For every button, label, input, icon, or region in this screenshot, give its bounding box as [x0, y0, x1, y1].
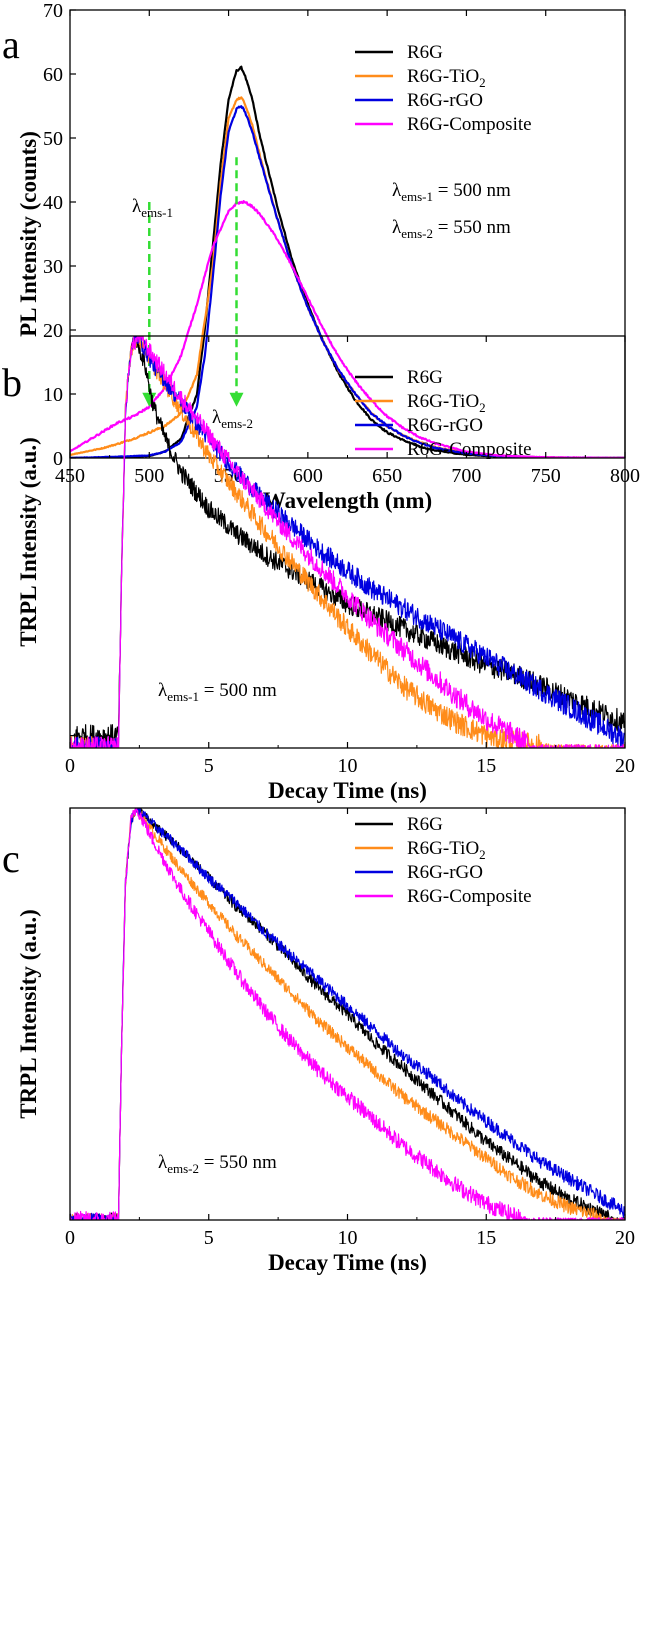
plot-frame: [69, 9, 626, 459]
y-axis-label: TRPL Intensity (a.u.): [16, 437, 41, 647]
legend-entry-label: R6G-Composite: [407, 114, 532, 135]
x-tick-label: 650: [372, 465, 402, 487]
x-tick-label: 0: [65, 755, 75, 777]
series-line-r6g-tio2: [70, 808, 625, 1220]
panel-label-a: a: [2, 22, 20, 67]
y-axis-label: PL Intensity (counts): [16, 131, 41, 337]
series-line-r6g-composite: [70, 200, 625, 458]
panel-label-c: c: [2, 836, 20, 881]
series-line-r6g-composite: [70, 336, 625, 748]
y-tick-label: 20: [43, 320, 63, 342]
annotations: λems-1 λems-2 λems-1 = 500 nm λems-2 = 550 …: [132, 157, 511, 431]
legend-entry-label: R6G-Composite: [407, 886, 532, 907]
excitation-annotation: λems-2 = 550 nm: [158, 1152, 277, 1176]
x-axis-label: Decay Time (ns): [268, 778, 427, 803]
x-tick-label: 15: [476, 755, 496, 777]
series-line-r6g-rgo: [70, 808, 625, 1220]
lambda-ems-1-marker: λems-1: [132, 196, 173, 220]
legend-entry-label: R6G-rGO: [407, 415, 483, 436]
x-tick-label: 15: [476, 1227, 496, 1249]
series-line-r6g-composite: [70, 808, 625, 1220]
lambda-ems-1-value: λems-1 = 500 nm: [392, 180, 511, 204]
x-tick-label: 0: [65, 1227, 75, 1249]
legend-entry-label: R6G-TiO2: [407, 391, 486, 415]
series-group: [70, 65, 625, 458]
series-group: [70, 336, 625, 748]
y-tick-label: 0: [53, 448, 63, 470]
arrow-head: [229, 392, 244, 407]
legend-entry-label: R6G: [407, 367, 443, 388]
panel-label-b: b: [2, 360, 22, 405]
chart-panel-c: c 0 5 10 15 20 Decay Time (ns) TRPL Intensity (…: [2, 807, 635, 1275]
legend-entry-label: R6G-TiO2: [407, 838, 486, 862]
x-tick-label: 20: [615, 1227, 635, 1249]
x-tick-label: 5: [204, 1227, 214, 1249]
chart-panel-b: b 0 5 10 15 20 Decay Time (ns) TRPL Intensity (…: [2, 335, 635, 803]
x-axis-label: Decay Time (ns): [268, 1250, 427, 1275]
legend-entry-label: R6G: [407, 814, 443, 835]
x-tick-label: 20: [615, 755, 635, 777]
x-axis-label: Wavelength (nm): [263, 488, 432, 513]
y-tick-label: 30: [43, 256, 63, 278]
y-axis-label: TRPL Intensity (a.u.): [16, 909, 41, 1119]
x-tick-label: 700: [451, 465, 481, 487]
excitation-annotation: λems-1 = 500 nm: [158, 680, 277, 704]
legend-entry-label: R6G-rGO: [407, 862, 483, 883]
lambda-ems-2-value: λems-2 = 550 nm: [392, 217, 511, 241]
x-tick-label: 10: [338, 1227, 358, 1249]
x-tick-label: 10: [338, 755, 358, 777]
x-tick-label: 600: [293, 465, 323, 487]
legend-entry-label: R6G-Composite: [407, 439, 532, 460]
series-line-r6g: [70, 65, 625, 458]
y-tick-label: 60: [43, 64, 63, 86]
x-tick-label: 750: [531, 465, 561, 487]
x-tick-label: 500: [134, 465, 164, 487]
y-tick-label: 10: [43, 384, 63, 406]
series-group: [70, 808, 625, 1220]
x-tick-label: 5: [204, 755, 214, 777]
y-tick-label: 40: [43, 192, 63, 214]
y-tick-label: 50: [43, 128, 63, 150]
legend-entry-label: R6G-rGO: [407, 90, 483, 111]
y-tick-label: 70: [43, 0, 63, 22]
lambda-ems-2-marker: λems-2: [212, 407, 253, 431]
legend-entry-label: R6G: [407, 42, 443, 63]
legend-entry-label: R6G-TiO2: [407, 66, 486, 90]
